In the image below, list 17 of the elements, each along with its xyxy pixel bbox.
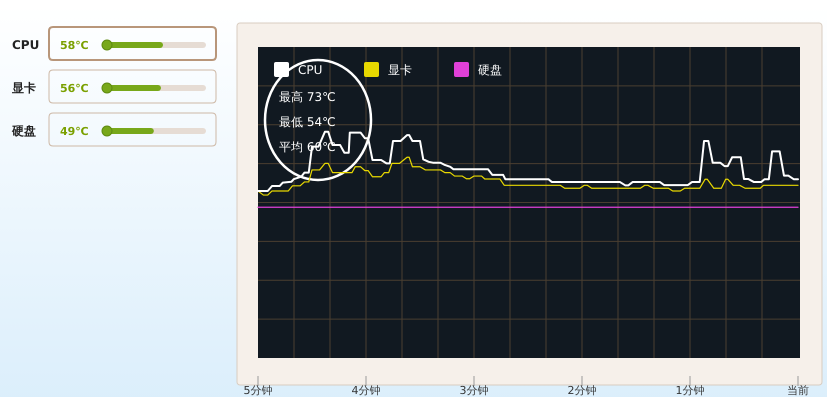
- x-tick-label: 5分钟: [244, 384, 272, 397]
- x-tick-label: 当前: [787, 384, 809, 397]
- text: 最高 73℃: [279, 90, 336, 104]
- x-tick-label: 4分钟: [352, 384, 380, 397]
- legend-label: 硬盘: [478, 63, 502, 77]
- x-tick-label: 1分钟: [676, 384, 704, 397]
- legend-label: CPU: [298, 63, 322, 77]
- text: 最低 54℃: [279, 115, 336, 129]
- data-label: 56℃: [60, 82, 89, 95]
- y-tick-label: 显卡: [11, 81, 36, 95]
- x-tick-label: 2分钟: [568, 384, 596, 397]
- y-tick-label: CPU: [12, 38, 40, 52]
- data-label: 49℃: [60, 125, 89, 138]
- y-tick-label: 硬盘: [11, 124, 36, 138]
- legend-label: 显卡: [388, 63, 412, 77]
- data-label: 58℃: [60, 39, 89, 52]
- x-tick-label: 3分钟: [460, 384, 488, 397]
